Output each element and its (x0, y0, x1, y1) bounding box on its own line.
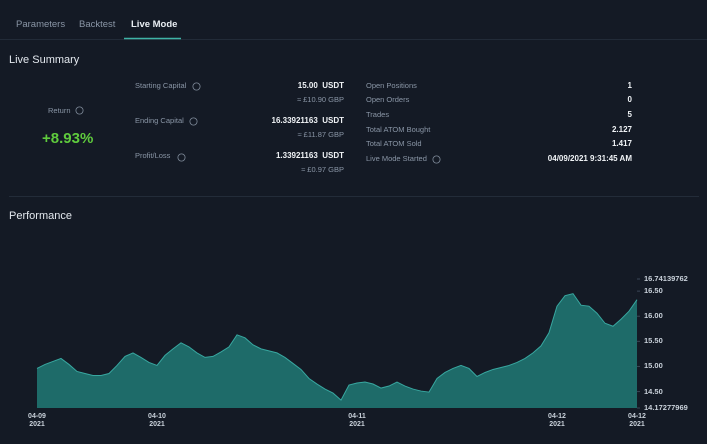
field-subvalue: ≈ £11.87 GBP (297, 130, 344, 139)
field-label: Profit/Loss (135, 151, 171, 160)
field-value: 15.00 USDT (297, 81, 344, 90)
field-subvalue: ≈ £10.90 GBP (296, 95, 344, 104)
stat-label: Total ATOM Sold (366, 139, 422, 148)
y-tick-label: 15.00 (644, 361, 663, 371)
line (36, 293, 638, 401)
field-value: 1.33921163 USDT (275, 151, 344, 160)
stat-label: Open Orders (366, 95, 410, 104)
x-tick-label: 04-12 2021 (548, 413, 566, 429)
field-label: Starting Capital (135, 81, 187, 90)
tab[interactable]: Backtest (79, 19, 116, 30)
info-icon (189, 117, 198, 126)
y-tick-label: 16.50 (644, 286, 663, 296)
section-title: Live Summary (9, 54, 80, 66)
stat-value: 5 (627, 110, 632, 119)
stat-value: 1 (627, 81, 632, 90)
return-label: Return (48, 106, 71, 115)
field-label: Ending Capital (135, 116, 184, 125)
return-value: +8.93% (42, 130, 94, 147)
field-subvalue: ≈ £0.97 GBP (301, 165, 344, 174)
field-value: 16.33921163 USDT (271, 116, 345, 125)
stat-value: 0 (627, 95, 632, 104)
tab[interactable]: Parameters (16, 19, 66, 30)
x-tick-label: 04-09 2021 (28, 413, 46, 429)
info-icon (75, 106, 84, 115)
stat-label: Live Mode Started (366, 154, 427, 163)
y-limit-label: 16.74139762 (644, 274, 688, 283)
info-icon (192, 82, 201, 91)
section-title: Performance (9, 210, 72, 222)
info-icon (432, 155, 441, 164)
stat-label: Trades (366, 110, 390, 119)
x-tick-label: 04-11 2021 (348, 413, 366, 429)
x-tick-label: 04-10 2021 (148, 413, 166, 429)
x-tick-label: 04-12 2021 (628, 413, 646, 429)
tab[interactable]: Live Mode (131, 19, 178, 30)
y-tick-label: 16.00 (644, 311, 663, 321)
stat-label: Total ATOM Bought (366, 125, 431, 134)
y-tick-label: 15.50 (644, 336, 663, 346)
stat-value: 2.127 (611, 125, 632, 134)
stat-value: 04/09/2021 9:31:45 AM (547, 154, 632, 163)
info-icons (75, 82, 441, 164)
info-icon (177, 153, 186, 162)
y-limit-label: 14.17277969 (644, 403, 688, 412)
y-tick-label: 14.50 (644, 386, 663, 396)
area (37, 293, 637, 408)
stat-value: 1.417 (611, 139, 632, 148)
stat-label: Open Positions (366, 81, 417, 90)
